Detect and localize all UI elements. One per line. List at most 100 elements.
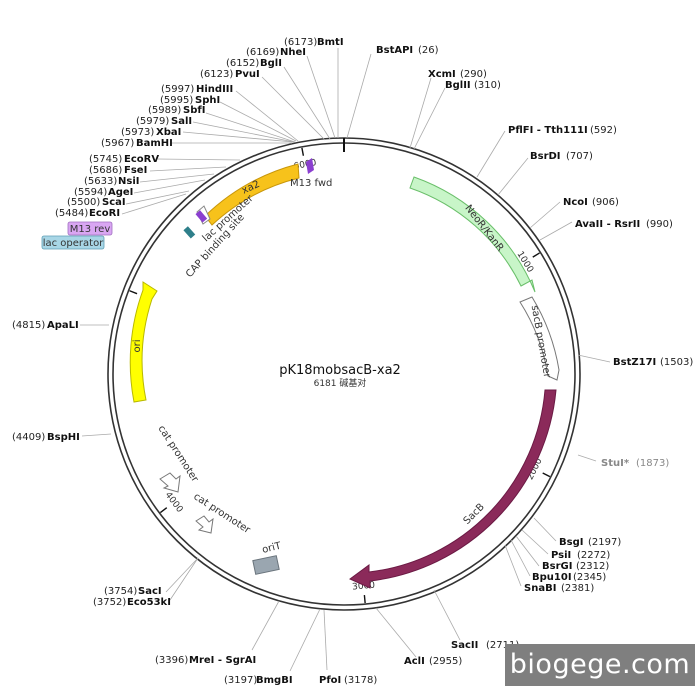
ruler-tick [301,147,305,156]
site-name: NcoI [563,197,588,208]
site-bstz17i[interactable]: BstZ17I (1503) [577,354,693,368]
site-pos: (5989) [148,105,181,116]
site-stui[interactable]: StuI* (1873) [577,454,669,469]
site-xbai[interactable]: (5973) XbaI [121,127,294,143]
site-pos: (5633) [84,176,117,187]
site-pos: (2272) [577,550,610,561]
site-pos: (3197) [224,675,257,686]
site-bmti[interactable]: (6173) BmtI [284,37,344,138]
feature-label-m13-fwd: M13 fwd [290,178,332,189]
site-fsei[interactable]: (5686) FseI [89,165,227,176]
site-name: PfoI [319,675,341,686]
site-sali[interactable]: (5979) SalI [136,116,295,143]
site-name: SalI [171,116,192,127]
site-pos: (5686) [89,165,122,176]
label-lac-operator[interactable]: lac operator [41,235,105,250]
site-bsrdi[interactable]: BsrDI (707) [497,151,593,196]
feature-orit[interactable]: oriT [252,540,283,575]
site-ncoi[interactable]: NcoI (906) [529,197,619,229]
site-pos: (990) [646,219,673,230]
site-name: BsgI [559,537,583,548]
site-ecori[interactable]: (5484) EcoRI [55,193,187,219]
site-name: SacII [451,640,478,651]
feature-label-ori: ori [132,339,143,352]
site-pos: (2197) [588,537,621,548]
site-pos: (5484) [55,208,88,219]
site-saci[interactable]: (3754) SacI [104,557,199,597]
site-pos: (5500) [67,197,100,208]
site-bsgi[interactable]: BsgI (2197) [533,517,621,548]
site-apali[interactable]: (4815) ApaLI [12,320,109,331]
site-name: BmgBI [256,675,293,686]
feature-m13-rev-mark[interactable] [195,210,208,223]
label-lac-operator-text: lac operator [43,238,104,249]
ruler-tick [542,472,551,478]
site-avaii[interactable]: AvaII - RsrII (990) [539,219,673,241]
site-pos: (5997) [161,84,194,95]
label-m13-rev[interactable]: M13 rev [67,221,113,236]
site-bglii[interactable]: BglII (310) [413,80,501,150]
site-hindiii[interactable]: (5997) HindIII [161,84,299,142]
site-bpu10i[interactable]: Bpu10I (2345) [510,539,606,583]
watermark: biogege.com [505,644,695,686]
site-pvui[interactable]: (6123) PvuI [200,69,326,141]
site-pflfi[interactable]: PflFI - Tth111I (592) [476,125,617,178]
site-pos: (5967) [101,138,134,149]
site-name: SacI [138,586,162,597]
site-psii[interactable]: PsiI (2272) [521,529,610,561]
site-name: BsrDI [530,151,561,162]
site-bgli[interactable]: (6152) BglI [226,58,331,140]
site-name: ScaI [102,197,126,208]
site-bamhi[interactable]: (5967) BamHI [101,138,292,149]
site-nhei[interactable]: (6169) NheI [246,47,336,139]
site-name: PvuI [235,69,260,80]
site-name: MreI - SgrAI [189,655,256,666]
site-pos: (1503) [660,357,693,368]
site-xcmi[interactable]: XcmI (290) [409,69,487,149]
site-nsii[interactable]: (5633) NsiI [84,173,215,187]
site-bsphi[interactable]: (4409) BspHI [12,432,112,443]
feature-sacb-promoter[interactable]: sacB promoter [519,296,560,381]
site-scai[interactable]: (5500) ScaI [67,190,190,208]
site-name: PsiI [551,550,571,561]
site-mrei[interactable]: (3396) MreI - SgrAI [155,600,280,666]
feature-m13-fwd[interactable]: M13 fwd [290,158,332,189]
feature-xa2[interactable]: xa2 [204,163,300,226]
feature-neor[interactable]: NeoR/KanR [409,176,536,293]
site-sphi[interactable]: (5995) SphI [160,95,297,142]
site-pos: (26) [418,45,439,56]
site-snabi[interactable]: SnaBI (2381) [504,544,594,594]
site-bsrgi[interactable]: BsrGI (2312) [515,535,609,572]
site-bstapi[interactable]: BstAPI (26) [346,45,439,139]
feature-sacb[interactable]: SacB [349,389,557,589]
site-agei[interactable]: (5594) AgeI [74,179,206,198]
site-ecorv[interactable]: (5745) EcoRV [89,154,241,165]
site-pfoi[interactable]: PfoI (3178) [319,609,377,686]
feature-ori[interactable]: ori [129,281,158,403]
site-name: ApaLI [47,320,79,331]
plasmid-size: 6181 碱基对 [314,377,367,389]
site-acli[interactable]: AclI (2955) [375,607,462,667]
site-name: SnaBI [524,583,556,594]
site-sacii[interactable]: SacII (2711) [433,589,519,651]
site-pos: (6173) [284,37,317,48]
site-name: HindIII [196,84,233,95]
site-pos: (2711) [486,640,519,651]
feature-cat-promoter-2[interactable]: cat promoter [191,491,252,536]
site-name: BstZ17I [613,357,656,368]
site-bmgbi[interactable]: (3197) BmgBI [224,608,321,686]
site-name: XbaI [156,127,181,138]
feature-cat-promoter-1[interactable]: cat promoter [155,424,201,493]
site-name: PflFI - Tth111I [508,125,588,136]
site-sbfi[interactable]: (5989) SbfI [148,105,296,143]
site-name: NsiI [118,176,139,187]
site-name: SbfI [183,105,205,116]
site-name: FseI [124,165,147,176]
site-pos: (5594) [74,187,107,198]
site-eco53ki[interactable]: (3752) Eco53kI [93,557,199,608]
site-pos: (6123) [200,69,233,80]
site-name: BsrGI [542,561,572,572]
ruler-tick [532,252,540,258]
